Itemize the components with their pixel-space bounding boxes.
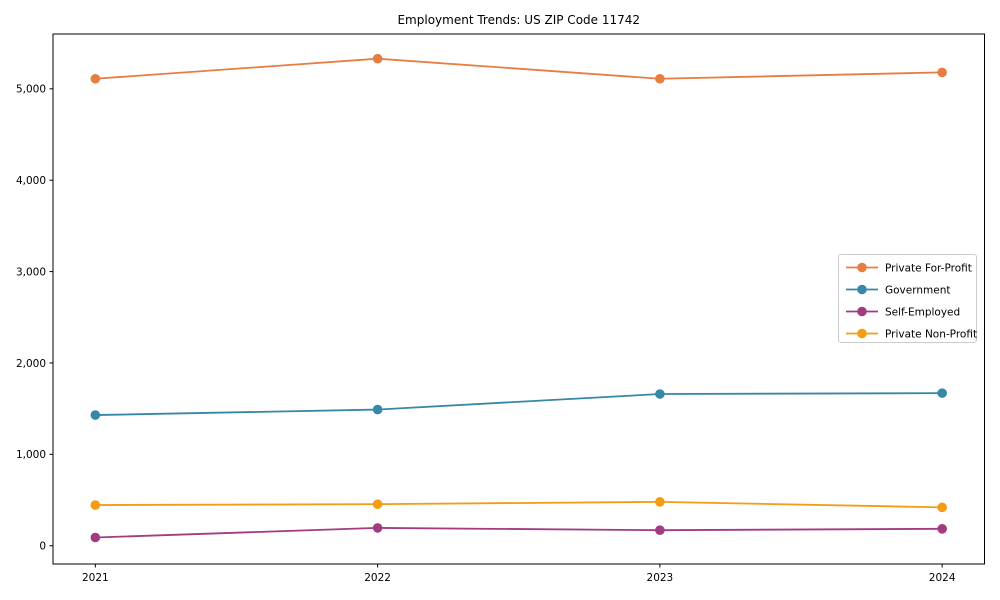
y-tick-label: 0 (39, 541, 46, 553)
series-line-private-non-profit (95, 500, 943, 509)
data-point (372, 53, 383, 64)
data-point (90, 410, 101, 420)
x-tick-label: 2022 (364, 572, 391, 584)
plot-area-border (52, 33, 985, 565)
y-tick-label: 5,000 (16, 84, 46, 96)
legend-marker-dot (857, 328, 867, 339)
legend-box (838, 254, 977, 343)
data-point (655, 497, 665, 507)
y-tick-label: 3,000 (16, 266, 46, 278)
series-line-self-employed (95, 527, 943, 539)
data-point (937, 524, 947, 534)
data-point (655, 389, 665, 399)
data-point (937, 388, 947, 398)
y-tick-label: 4,000 (16, 175, 46, 187)
data-point (937, 67, 947, 78)
legend-label: Private Non-Profit (885, 328, 977, 340)
data-point (90, 73, 101, 84)
data-point (372, 499, 383, 509)
y-axis: 0 1,000 2,000 3,000 4,000 5,000 (16, 84, 53, 553)
legend-marker-dot (857, 306, 867, 317)
legend-label: Private For-Profit (885, 262, 972, 274)
y-tick-label: 2,000 (16, 358, 46, 370)
legend: Private For-Profit Government Self-Employe… (838, 254, 977, 343)
data-point (655, 525, 665, 535)
x-tick-label: 2023 (647, 572, 674, 584)
x-axis: 2021 2022 2023 2024 (82, 564, 956, 584)
legend-label: Government (885, 284, 950, 296)
legend-label: Self-Employed (885, 306, 960, 318)
data-point (90, 500, 101, 510)
series-line-private-for-profit (95, 57, 943, 80)
y-tick-label: 1,000 (16, 449, 46, 461)
data-point (90, 532, 101, 543)
x-tick-label: 2024 (929, 572, 956, 584)
legend-marker-dot (857, 262, 867, 273)
data-point (937, 502, 947, 513)
x-tick-label: 2021 (82, 572, 109, 584)
series-line-government (95, 392, 943, 416)
data-point (372, 523, 383, 533)
chart-title: Employment Trends: US ZIP Code 11742 (397, 13, 640, 27)
legend-marker-dot (857, 284, 867, 295)
series-lines (90, 53, 947, 543)
data-point (372, 404, 383, 415)
data-point (655, 73, 665, 84)
